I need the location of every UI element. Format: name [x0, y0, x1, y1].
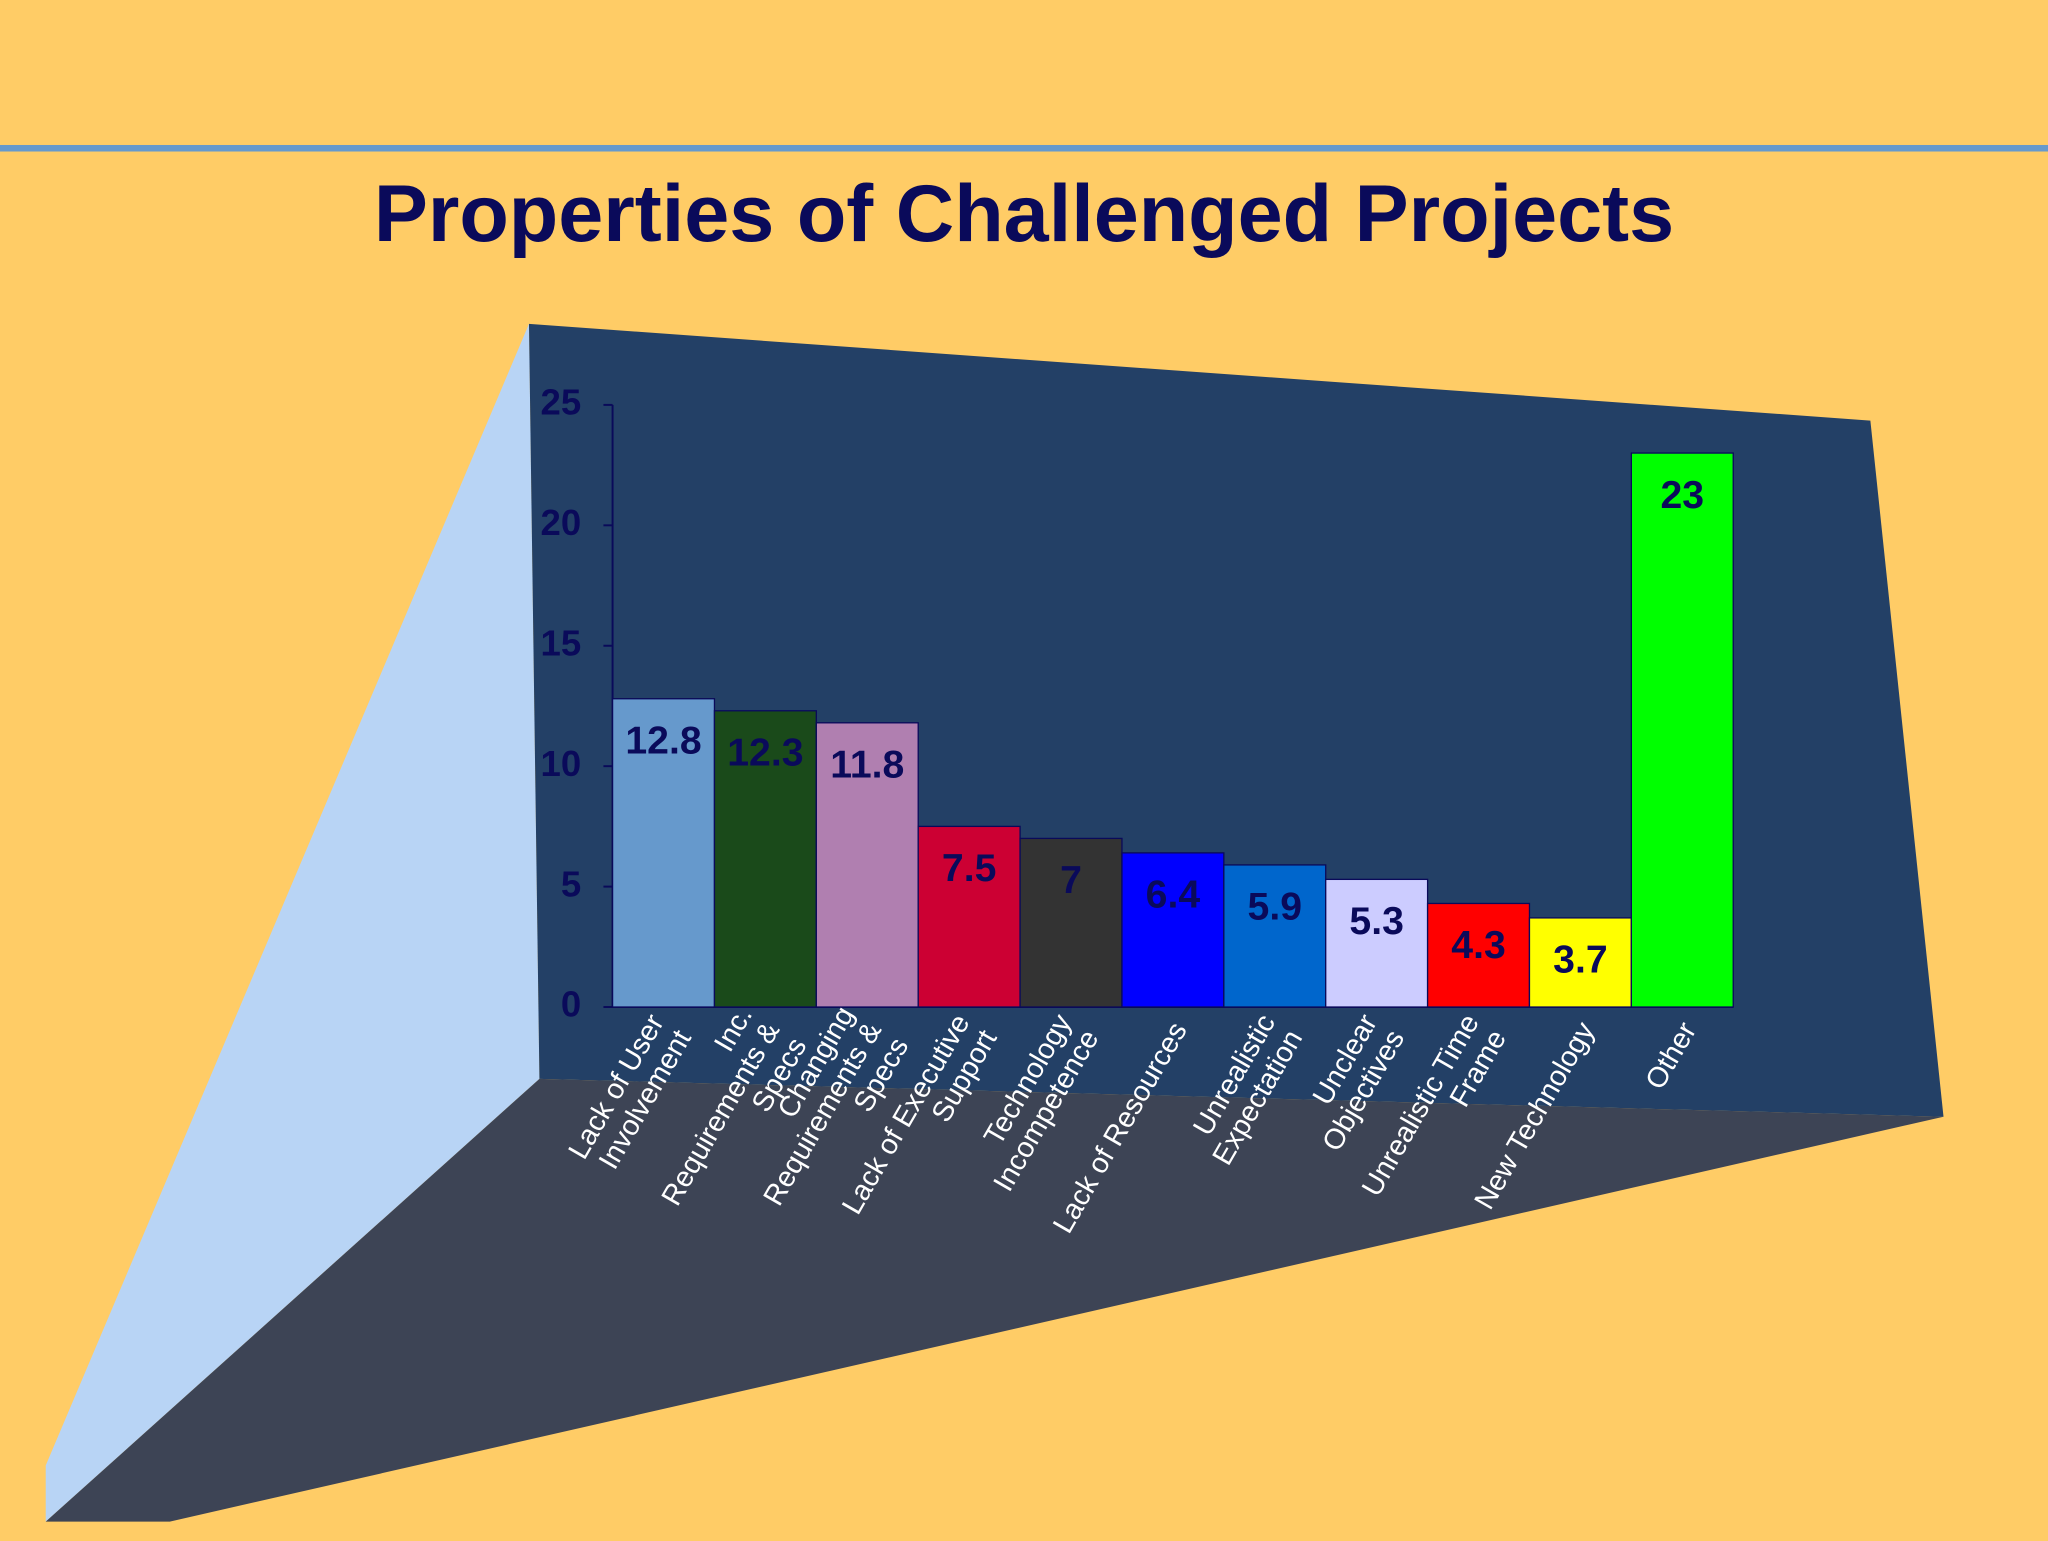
bar — [1630, 452, 1734, 1008]
y-tick-label: 20 — [541, 502, 582, 543]
bar — [1325, 878, 1429, 1008]
value-label: 6.4 — [1146, 874, 1201, 917]
value-label: 5.9 — [1248, 886, 1302, 929]
value-label: 3.7 — [1553, 939, 1607, 982]
bar — [1019, 837, 1123, 1008]
bar — [611, 698, 716, 1008]
value-label: 4.3 — [1451, 924, 1505, 967]
value-label: 11.8 — [830, 744, 904, 787]
bar — [1426, 902, 1531, 1008]
bar — [815, 722, 919, 1008]
y-tick-label: 10 — [541, 743, 582, 784]
y-tick-label: 25 — [541, 382, 582, 423]
value-label: 12.3 — [727, 732, 803, 775]
y-tick-label: 15 — [541, 622, 582, 663]
value-label: 12.8 — [625, 719, 701, 762]
bar — [1223, 864, 1327, 1008]
header-rule — [0, 144, 2048, 152]
y-tick-label: 5 — [561, 863, 581, 904]
bar — [713, 710, 817, 1008]
floor — [45, 1078, 1944, 1522]
value-label: 23 — [1660, 474, 1704, 517]
value-label: 5.3 — [1349, 900, 1403, 943]
value-label: 7.5 — [942, 847, 996, 890]
bar — [1528, 917, 1632, 1008]
bar — [1121, 852, 1225, 1008]
chart-title: Properties of Challenged Projects — [374, 169, 1674, 259]
value-label: 7 — [1060, 859, 1082, 902]
bar — [917, 825, 1021, 1008]
y-tick-label: 0 — [561, 984, 581, 1025]
left-wall — [45, 323, 540, 1522]
